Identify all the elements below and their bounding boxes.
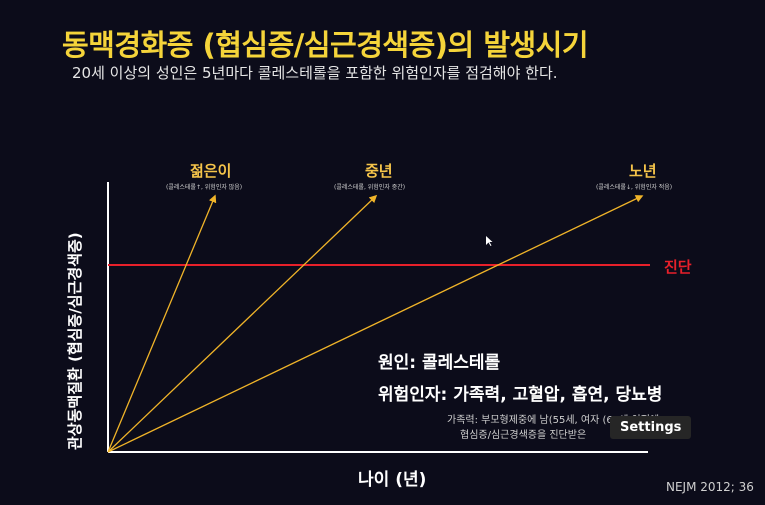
mouse-cursor-icon xyxy=(486,236,493,246)
family-history-note-line1: 가족력: 부모형제중에 남(55세, 여자 (65세 이전에 xyxy=(447,415,660,426)
group-sub-elderly: (콜레스테롤↓, 위험인자 적음) xyxy=(596,184,673,191)
group-sub-young: (콜레스테롤↑, 위험인자 많음) xyxy=(166,184,243,191)
cause-text: 원인: 콜레스테롤 xyxy=(378,353,501,373)
citation: NEJM 2012; 36 xyxy=(666,480,754,494)
group-label-young: 젊은이 xyxy=(190,162,232,180)
risk-factors-text: 위험인자: 가족력, 고혈압, 흡연, 당뇨병 xyxy=(378,385,663,405)
page-title: 동맥경화증 (협심증/심근경색증)의 발생시기 xyxy=(62,28,589,62)
group-sub-middle-aged: (콜레스테롤, 위험인자 중간) xyxy=(334,184,406,191)
diagnosis-label: 진단 xyxy=(664,258,692,276)
arrow-elderly xyxy=(107,195,644,453)
y-axis-label: 관상동맥질환 (협심증/심근경색증) xyxy=(66,232,84,450)
settings-tooltip[interactable]: Settings xyxy=(610,416,692,439)
x-axis-label: 나이 (년) xyxy=(358,470,427,490)
group-label-middle-aged: 중년 xyxy=(365,162,393,180)
page-subtitle: 20세 이상의 성인은 5년마다 콜레스테롤을 포함한 위험인자를 점검해야 한… xyxy=(72,64,558,82)
arrow-young xyxy=(107,194,217,453)
family-history-note-line2: 협심증/심근경색증을 진단받은 xyxy=(460,430,587,441)
group-label-elderly: 노년 xyxy=(629,162,657,180)
arrow-middle-aged xyxy=(107,194,378,453)
